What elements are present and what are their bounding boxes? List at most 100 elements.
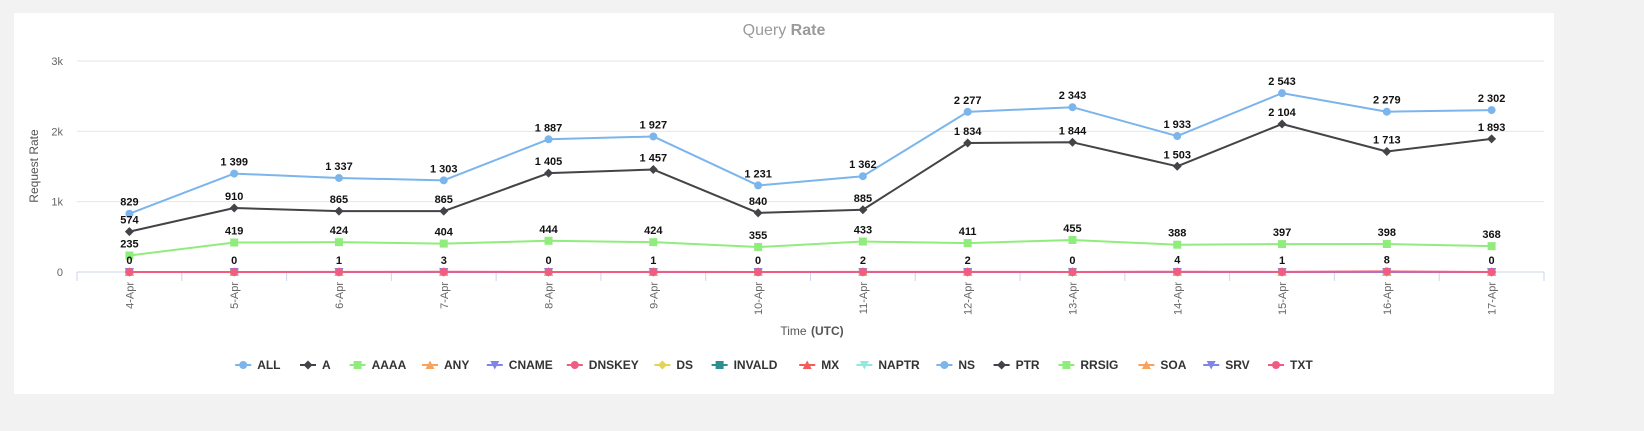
legend-item-dnskey[interactable]: DNSKEY [566, 358, 639, 372]
legend-item-cname[interactable]: CNAME [486, 358, 553, 372]
legend-item-ptr[interactable]: PTR [993, 358, 1040, 372]
point-all [439, 176, 448, 185]
legend-marker-a [303, 360, 313, 370]
legend-label-naptr: NAPTR [878, 358, 920, 372]
data-label-aaaa: 355 [749, 230, 767, 242]
query-rate-chart: Query Rate 0 1k 2k 3k 4-Apr 5-Apr 6-Apr 7-Apr 8… [27, 22, 1545, 372]
x-tick-label: 10-Apr [753, 282, 765, 315]
point-a [124, 227, 134, 237]
legend-marker-cname [490, 361, 500, 370]
legend-item-naptr[interactable]: NAPTR [856, 358, 920, 372]
y-tick-label: 0 [57, 267, 63, 279]
legend-marker-ns [940, 361, 949, 369]
data-label-all: 1 303 [430, 163, 458, 175]
data-label-txt: 0 [231, 255, 237, 267]
legend-item-ns[interactable]: NS [936, 358, 975, 372]
point-aaaa [544, 236, 553, 245]
point-aaaa [439, 239, 448, 248]
data-label-txt: 1 [650, 255, 656, 267]
data-label-txt: 0 [1489, 255, 1495, 267]
point-txt [1382, 267, 1391, 276]
legend-label-ns: NS [958, 358, 975, 372]
series-a [124, 119, 1497, 237]
legend-item-invald[interactable]: INVALD [711, 358, 778, 372]
data-label-all: 2 302 [1478, 93, 1506, 105]
y-axis-title: Request Rate [27, 129, 41, 203]
data-label-a: 1 713 [1373, 135, 1401, 147]
series-line-txt [129, 270, 1492, 273]
legend-label-ds: DS [676, 358, 693, 372]
legend-item-all[interactable]: ALL [235, 358, 281, 372]
data-label-a: 840 [749, 196, 767, 208]
legend-item-rrsig[interactable]: RRSIG [1058, 358, 1118, 372]
chart-title: Query Rate [743, 22, 826, 39]
legend-item-aaaa[interactable]: AAAA [349, 358, 407, 372]
data-label-all: 1 887 [535, 122, 563, 134]
data-label-a: 1 457 [640, 153, 668, 165]
series-group [124, 89, 1497, 277]
legend-label-mx: MX [821, 358, 839, 372]
legend-marker-srv [1206, 361, 1216, 370]
point-all [963, 107, 972, 116]
data-label-aaaa: 433 [854, 225, 872, 237]
point-txt [649, 267, 658, 276]
x-tick-label: 15-Apr [1277, 282, 1289, 315]
point-txt [754, 268, 763, 276]
data-label-a: 885 [854, 193, 872, 205]
point-a [1382, 147, 1392, 157]
point-a [1487, 134, 1497, 144]
data-label-txt: 8 [1384, 254, 1390, 266]
x-axis: 4-Apr 5-Apr 6-Apr 7-Apr 8-Apr 9-Apr 10-Apr 11-A… [76, 271, 1545, 315]
point-txt [1068, 268, 1077, 276]
chart-title-part2: Rate [791, 22, 826, 39]
point-txt [1278, 267, 1287, 276]
data-label-a: 910 [225, 191, 243, 203]
legend-label-all: ALL [257, 358, 280, 372]
data-label-aaaa: 397 [1273, 227, 1291, 239]
x-tick-label: 5-Apr [229, 282, 241, 309]
data-label-all: 1 362 [849, 159, 877, 171]
series-aaaa [125, 235, 1496, 260]
x-tick-label: 6-Apr [334, 282, 346, 309]
legend-label-rrsig: RRSIG [1080, 358, 1118, 372]
point-a [334, 206, 344, 216]
point-a [229, 203, 239, 213]
point-all [858, 172, 867, 181]
legend: ALL A AAAA ANY CNAME DNSKEY DS INVALD MX NAPTR NS P… [235, 358, 1313, 372]
x-axis-title-part2: (UTC) [811, 324, 844, 338]
x-tick-label: 8-Apr [544, 282, 556, 309]
series-line-aaaa [129, 238, 1492, 257]
point-a [648, 165, 658, 175]
x-tick-label: 16-Apr [1382, 282, 1394, 315]
data-label-a: 1 834 [954, 126, 982, 138]
point-txt [125, 268, 134, 276]
data-label-txt: 3 [441, 255, 447, 267]
data-label-aaaa: 424 [330, 225, 349, 237]
data-label-aaaa: 455 [1063, 223, 1081, 235]
legend-item-any[interactable]: ANY [422, 358, 469, 372]
point-txt [1173, 267, 1182, 276]
legend-item-soa[interactable]: SOA [1138, 358, 1187, 372]
point-all [1487, 106, 1496, 115]
point-aaaa [963, 239, 972, 248]
legend-item-a[interactable]: A [300, 358, 331, 372]
legend-item-srv[interactable]: SRV [1203, 358, 1250, 372]
point-txt [439, 267, 448, 276]
series-all [125, 89, 1496, 218]
x-tick-label: 4-Apr [124, 282, 136, 309]
legend-label-dnskey: DNSKEY [589, 358, 639, 372]
point-aaaa [1068, 235, 1077, 244]
legend-item-ds[interactable]: DS [654, 358, 693, 372]
legend-item-txt[interactable]: TXT [1268, 358, 1313, 372]
legend-item-mx[interactable]: MX [799, 358, 839, 372]
legend-marker-soa [1141, 360, 1151, 369]
point-all [1382, 107, 1391, 116]
legend-marker-mx [802, 360, 812, 369]
data-label-txt: 0 [1069, 255, 1075, 267]
data-label-all: 2 277 [954, 95, 982, 107]
data-label-aaaa: 419 [225, 226, 243, 238]
point-all [125, 209, 134, 218]
point-aaaa [334, 238, 343, 247]
x-axis-title-part1: Time [780, 324, 807, 338]
x-tick-label: 17-Apr [1487, 282, 1499, 315]
